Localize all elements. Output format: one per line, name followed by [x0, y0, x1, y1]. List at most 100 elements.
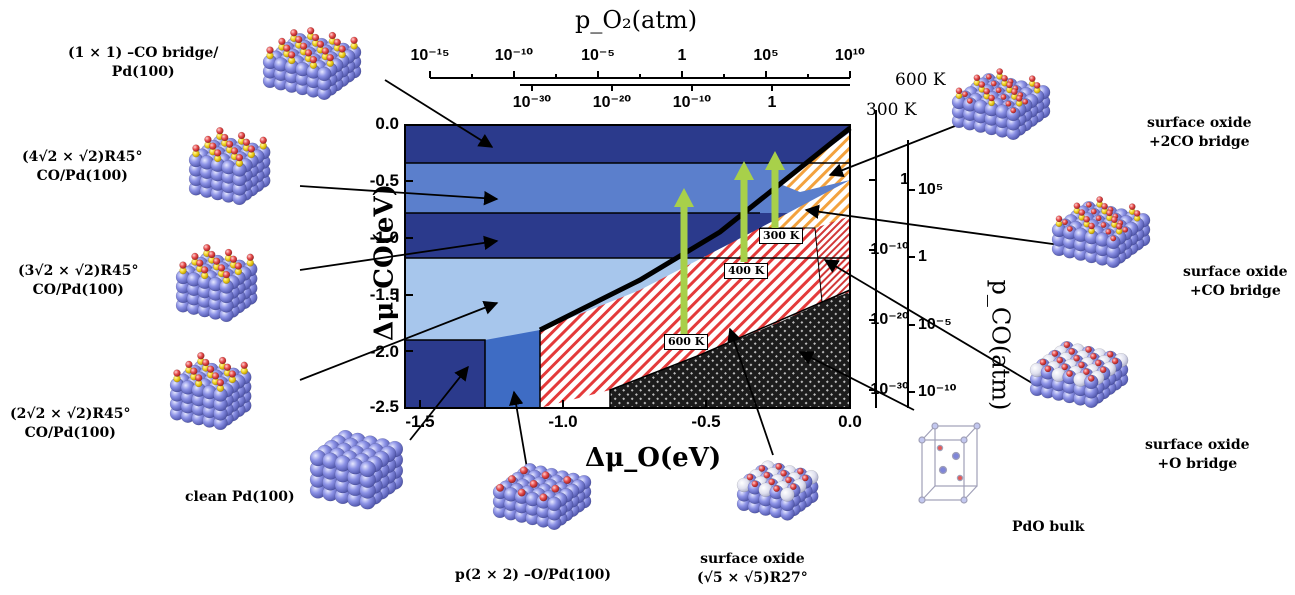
right-tick-600k: 10⁵ [918, 181, 944, 198]
cluster-surface-oxide-o-atom [758, 465, 766, 472]
cluster-co-3r2-o-atom [208, 250, 216, 259]
phase-label-co-4r2: (4√2 × √2)R45° CO/Pd(100) [22, 149, 143, 184]
cluster-co-3r2-o-atom [222, 270, 231, 279]
cluster-co-3r2-o-atom [200, 266, 209, 274]
cluster-oxide-2co-bridge-o-atom [995, 87, 1002, 94]
cluster-oxide-co-bridge-o-atom [1100, 221, 1107, 229]
cluster-co-bridge-1x1-o-atom [309, 55, 318, 64]
top-tick-600k: 1 [677, 47, 687, 64]
cluster-oxide-o-bridge-o-atom [1099, 366, 1107, 374]
cluster-oxide-2co-bridge-o-atom [1033, 81, 1041, 89]
y-tick: -0.5 [369, 171, 399, 190]
right-tick-600k: 1 [918, 248, 927, 265]
phase-label-oxide-o-bridge: surface oxide +O bridge [1145, 437, 1250, 472]
y-axis-title: Δμ_CO(eV) [369, 184, 400, 341]
region-oxide-co-bridge [760, 180, 850, 228]
cluster-surface-oxide-pd-atom [780, 487, 795, 502]
cluster-co-3r2-o-atom [196, 259, 204, 267]
region-co-bridge-1x1 [405, 125, 850, 163]
cluster-co-bridge-1x1-o-atom [350, 36, 358, 45]
cluster-oxide-co-bridge-o-atom [1128, 203, 1136, 211]
cluster-surface-oxide-o-atom [751, 480, 759, 488]
region-p2x2-o [485, 330, 540, 408]
cluster-oxide-co-bridge-o-atom [1073, 202, 1081, 210]
phase-label-clean: clean Pd(100) [185, 489, 295, 505]
cluster-co-4r2-o-atom [192, 144, 200, 152]
cluster-co-bridge-1x1-o-atom [290, 28, 298, 37]
x-tick: -0.5 [691, 412, 721, 431]
cluster-p2x2-o-o-atom [495, 483, 505, 492]
cluster-oxide-o-bridge-o-atom [1068, 348, 1076, 355]
cluster-co-4r2-o-atom [230, 147, 239, 155]
phase-label-surface-oxide: surface oxide (√5 × √5)R27° [697, 551, 808, 586]
region-oxide-2co-bridge [780, 132, 850, 192]
cluster-oxide-co-bridge-o-atom [1115, 222, 1123, 230]
cluster-co-4r2-o-atom [235, 153, 244, 162]
cluster-surface-oxide-o-atom [780, 469, 788, 477]
cluster-oxide-2co-bridge-o-atom [990, 80, 997, 87]
y-tick: -2.5 [369, 397, 399, 416]
region-co-4r2 [405, 163, 850, 213]
cluster-oxide-o-bridge-o-atom [1066, 370, 1073, 378]
cluster-co-bridge-1x1-o-atom [338, 45, 346, 53]
top-tick-300k: 10⁻¹⁰ [672, 94, 712, 111]
cluster-oxide-2co-bridge-o-atom [978, 81, 986, 88]
cluster-co-bridge-1x1-o-atom [321, 47, 330, 55]
top-tick-600k: 10¹⁰ [834, 47, 866, 64]
cluster-co-3r2-o-atom [179, 261, 187, 269]
cluster-oxide-co-bridge-o-atom [1133, 209, 1141, 217]
right-tick-300k: 10⁻³⁰ [870, 381, 909, 398]
cluster-co-bridge-1x1-o-atom [287, 51, 296, 59]
cluster-oxide-2co-bridge-o-atom [1022, 98, 1029, 105]
top-tick-600k: 10⁻¹⁰ [494, 47, 534, 64]
temp-label-600k: 600 K [664, 334, 709, 350]
cluster-oxide-o-bridge-o-atom [1111, 357, 1119, 365]
cluster-co-2r2-o-atom [216, 378, 225, 387]
top-tick-600k: 10⁻¹⁵ [410, 47, 450, 64]
x-tick: 0.0 [838, 412, 862, 431]
cluster-co-4r2-o-atom [213, 149, 222, 157]
cluster-oxide-2co-bridge-o-atom [996, 68, 1004, 75]
cluster-oxide-co-bridge-o-atom [1083, 215, 1091, 223]
cluster-oxide-co-bridge-o-atom [1095, 215, 1102, 222]
cluster-co-bridge-1x1-o-atom [333, 38, 342, 47]
atom-clusters [169, 27, 1151, 531]
cluster-oxide-co-bridge-pd-atom [1106, 234, 1121, 250]
cluster-oxide-o-bridge-o-atom [1039, 358, 1047, 366]
right-tick-600k: 10⁻⁵ [918, 316, 952, 333]
cluster-co-bridge-1x1-pd-atom [317, 66, 332, 82]
top-axis-title: p_O₂(atm) [575, 6, 698, 34]
cluster-surface-oxide-o-atom [785, 476, 792, 484]
region-pdo-bulk [610, 290, 850, 408]
cluster-co-4r2-o-atom [221, 133, 229, 142]
cluster-oxide-o-bridge-o-atom [1063, 341, 1071, 349]
cluster-co-2r2-o-atom [240, 361, 249, 370]
right-axis-lines [869, 110, 915, 408]
cluster-oxide-o-bridge-pd-atom [1084, 374, 1099, 390]
cluster-oxide-o-bridge-o-atom [1094, 359, 1102, 367]
cluster-surface-oxide-o-atom [797, 467, 804, 475]
cluster-oxide-o-bridge-o-atom [1061, 363, 1069, 371]
cluster-oxide-co-bridge-o-atom [1055, 215, 1063, 223]
leader-lines [299, 79, 1061, 475]
label-300k: 300 K [866, 100, 917, 120]
cluster-co-bridge-1x1-o-atom [316, 40, 325, 48]
cluster-surface-oxide-o-atom [773, 485, 780, 493]
cluster-co-4r2-o-atom [225, 140, 234, 148]
cluster-co-2r2-o-atom [190, 367, 198, 375]
y-tick: -2.0 [369, 342, 399, 361]
cluster-co-bridge-1x1-o-atom [304, 49, 313, 57]
cluster-co-4r2-o-atom [204, 135, 212, 144]
cluster-oxide-o-bridge-o-atom [1082, 368, 1090, 376]
cluster-co-3r2-o-atom [191, 252, 199, 261]
cluster-surface-oxide-o-atom [763, 471, 771, 479]
cluster-co-3r2-o-atom [229, 255, 238, 263]
right-tick-300k: 10⁻¹⁰ [870, 241, 909, 258]
cluster-co-4r2-o-atom [242, 138, 251, 146]
cluster-surface-oxide-o-atom [768, 478, 776, 486]
cluster-co-2r2-o-atom [218, 356, 227, 365]
x-tick: -1.0 [548, 412, 578, 431]
cluster-oxide-co-bridge-o-atom [1106, 209, 1113, 217]
cluster-co-bridge-1x1-o-atom [295, 35, 303, 44]
